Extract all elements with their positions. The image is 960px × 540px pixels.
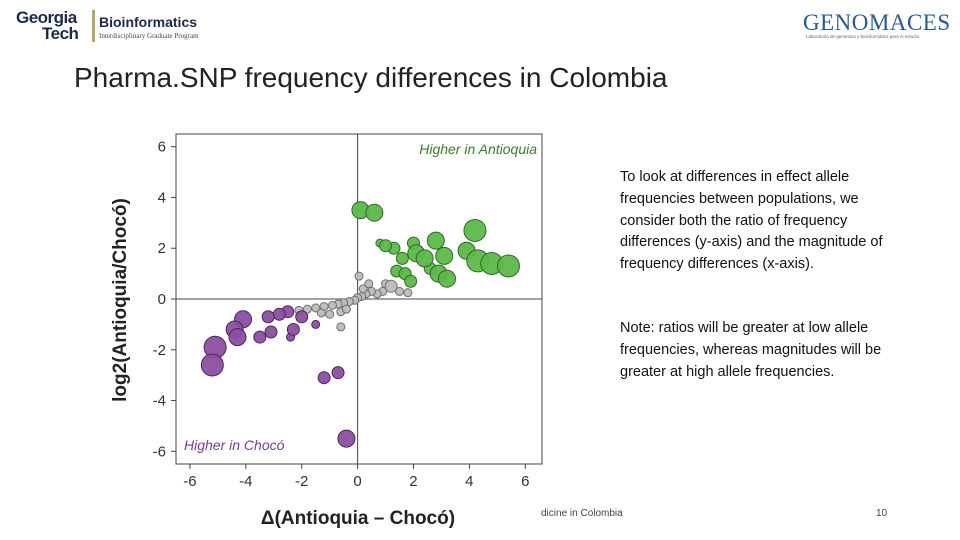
scatter-point-choco (264, 325, 278, 339)
logo-divider (92, 10, 95, 42)
scatter-point-choco (261, 310, 275, 324)
scatter-point-neutral (403, 288, 413, 298)
logo-program-subtitle: Interdisciplinary Graduate Program (99, 32, 199, 40)
scatter-point-antioquia (463, 218, 487, 242)
scatter-point-antioquia (379, 239, 393, 253)
annotation-higher-in-antioquia: Higher in Antioquia (419, 141, 537, 157)
scatter-point-choco (286, 322, 300, 336)
annotation-higher-in-choco: Higher in Chocó (184, 437, 285, 453)
scatter-point-neutral (354, 271, 364, 281)
scatter-point-neutral (364, 279, 374, 289)
scatter-point-choco (253, 330, 267, 344)
y-tick-label: -2 (153, 342, 166, 359)
y-tick-label: 2 (158, 240, 166, 257)
scatter-point-neutral (384, 279, 398, 293)
scatter-point-choco (337, 429, 356, 448)
scatter-point-neutral (341, 304, 351, 314)
y-tick-label: -6 (153, 443, 166, 460)
footer-text: dicine in Colombia (541, 508, 623, 519)
scatter-point-choco (272, 307, 286, 321)
scatter-point-choco (331, 366, 345, 380)
x-tick-label: -4 (239, 473, 252, 490)
x-axis-ticks: -6 -4 -2 0 2 4 6 (183, 464, 529, 490)
scatter-chart-svg: -6 -4 -2 0 2 4 6 6 4 2 0 -2 -4 -6 Higher in Antioqui… (110, 133, 543, 529)
x-tick-label: 4 (465, 473, 473, 490)
scatter-point-antioquia (438, 269, 457, 288)
x-tick-label: 0 (353, 473, 361, 490)
georgia-tech-bioinformatics-logo: Georgia Tech Bioinformatics Interdiscipl… (12, 8, 227, 48)
x-tick-label: -6 (183, 473, 196, 490)
scatter-point-choco (317, 371, 331, 385)
scatter-point-neutral (327, 300, 337, 310)
x-axis-label: Δ(Antioquia – Chocó) (261, 508, 455, 529)
y-tick-label: 4 (158, 189, 166, 206)
slide-title: Pharma.SNP frequency differences in Colo… (74, 62, 668, 93)
scatter-point-choco (295, 310, 309, 324)
scatter-point-antioquia (435, 246, 454, 265)
y-tick-label: 0 (158, 291, 166, 308)
scatter-point-antioquia (404, 274, 418, 288)
page-number: 10 (876, 508, 888, 519)
scatter-point-neutral (302, 304, 312, 314)
genomaces-subtitle: Laboratorio de genómica y bioinformática… (806, 34, 920, 39)
explanation-text: To look at differences in effect allele … (620, 169, 883, 273)
logo-tech-text: Tech (42, 24, 79, 43)
y-tick-label: 6 (158, 139, 166, 156)
scatter-point-neutral (311, 303, 321, 313)
genomaces-logo: GENOMACES Laboratorio de genómica y bioi… (800, 10, 950, 44)
logo-bioinformatics-text: Bioinformatics (99, 14, 198, 30)
scatter-point-choco (311, 319, 321, 329)
scatter-point-neutral (358, 284, 368, 294)
scatter-point-antioquia (395, 251, 409, 265)
scatter-point-antioquia (426, 231, 445, 250)
genomaces-wordmark: GENOMACES (803, 10, 951, 35)
y-tick-label: -4 (153, 393, 166, 410)
x-tick-label: 6 (521, 473, 529, 490)
scatter-chart: -6 -4 -2 0 2 4 6 6 4 2 0 -2 -4 -6 Higher in Antioqui… (100, 125, 550, 530)
note-text: Note: ratios will be greater at low alle… (620, 320, 882, 380)
scatter-point-neutral (325, 309, 335, 319)
y-axis-label: log2(Antioquia/Chocó) (110, 198, 131, 402)
scatter-point-antioquia (496, 254, 520, 278)
x-tick-label: 2 (409, 473, 417, 490)
scatter-point-neutral (395, 286, 405, 296)
scatter-point-antioquia (415, 249, 434, 268)
scatter-point-choco (200, 353, 224, 377)
scatter-point-neutral (336, 322, 346, 332)
data-points (200, 201, 520, 448)
x-tick-label: -2 (295, 473, 308, 490)
logo-georgia-text: Georgia (16, 8, 77, 27)
scatter-point-antioquia (365, 203, 384, 222)
scatter-point-neutral (316, 308, 326, 318)
scatter-point-choco (228, 328, 247, 347)
y-axis-ticks: 6 4 2 0 -2 -4 -6 (153, 139, 176, 460)
